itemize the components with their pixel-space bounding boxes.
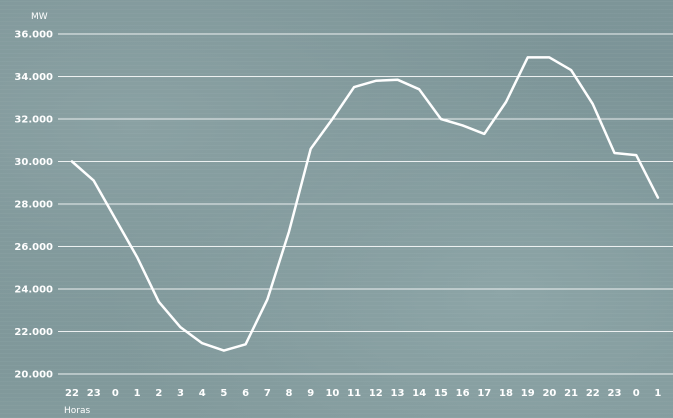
y-tick-label: 32.000 bbox=[14, 115, 53, 126]
y-tick-label: 20.000 bbox=[14, 370, 53, 381]
x-tick-label: 16 bbox=[456, 388, 470, 399]
x-tick-label: 5 bbox=[220, 388, 227, 399]
y-tick-label: 34.000 bbox=[14, 72, 53, 83]
x-axis-label: Horas bbox=[64, 406, 90, 416]
x-tick-label: 6 bbox=[242, 388, 249, 399]
x-tick-label: 18 bbox=[499, 388, 513, 399]
x-tick-label: 12 bbox=[369, 388, 383, 399]
x-tick-label: 22 bbox=[586, 388, 600, 399]
x-tick-label: 1 bbox=[654, 388, 661, 399]
x-tick-label: 0 bbox=[633, 388, 640, 399]
y-tick-label: 26.000 bbox=[14, 242, 53, 253]
x-tick-label: 23 bbox=[87, 388, 101, 399]
y-axis-tick-labels: 20.000 22.000 24.000 26.000 28.000 30.000 32.0… bbox=[14, 30, 53, 381]
x-tick-label: 13 bbox=[391, 388, 405, 399]
x-tick-label: 0 bbox=[112, 388, 119, 399]
x-tick-label: 20 bbox=[542, 388, 556, 399]
y-tick-label: 36.000 bbox=[14, 30, 53, 41]
x-tick-label: 8 bbox=[286, 388, 293, 399]
x-tick-label: 7 bbox=[264, 388, 271, 399]
x-tick-label: 11 bbox=[347, 388, 361, 399]
x-tick-label: 4 bbox=[199, 388, 206, 399]
x-tick-label: 2 bbox=[155, 388, 162, 399]
x-tick-label: 19 bbox=[521, 388, 535, 399]
y-tick-label: 28.000 bbox=[14, 200, 53, 211]
x-tick-label: 17 bbox=[477, 388, 491, 399]
grid-lines bbox=[58, 33, 673, 375]
x-tick-label: 3 bbox=[177, 388, 184, 399]
x-tick-label: 15 bbox=[434, 388, 448, 399]
x-tick-label: 14 bbox=[412, 388, 426, 399]
x-tick-label: 1 bbox=[134, 388, 141, 399]
x-tick-label: 9 bbox=[307, 388, 314, 399]
y-tick-label: 30.000 bbox=[14, 157, 53, 168]
x-axis-tick-labels: 22 23 0 1 2 3 4 5 6 7 8 9 10 11 12 13 14 15 16 17 18 19 20 21 22… bbox=[65, 388, 661, 399]
series-line-0 bbox=[70, 56, 660, 352]
x-tick-label: 21 bbox=[564, 388, 578, 399]
x-tick-label: 10 bbox=[325, 388, 339, 399]
y-axis-label: MW bbox=[31, 12, 48, 22]
x-tick-label: 22 bbox=[65, 388, 79, 399]
y-tick-label: 22.000 bbox=[14, 327, 53, 338]
series-layer bbox=[70, 56, 660, 352]
x-tick-label: 23 bbox=[608, 388, 622, 399]
y-tick-label: 24.000 bbox=[14, 285, 53, 296]
